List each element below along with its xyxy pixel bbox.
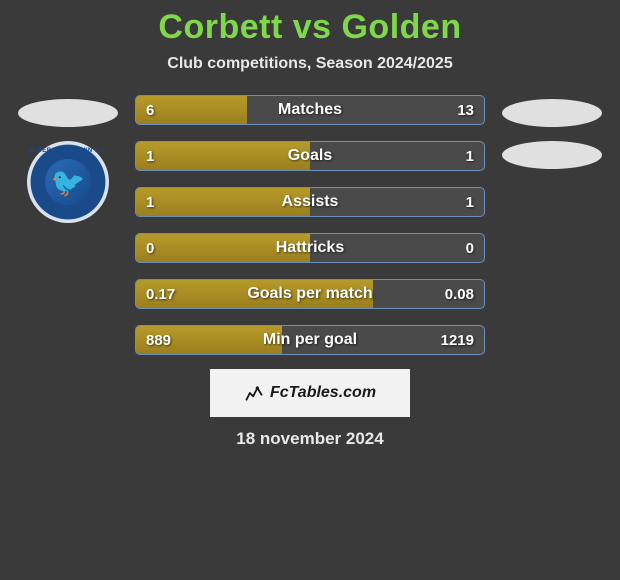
stat-value-right: 0 <box>466 234 474 262</box>
stat-value-left: 1 <box>146 142 154 170</box>
left-player-column: ALDERSHOT TOWN F.C. 🐦 THE SHOTS <box>13 95 123 355</box>
stat-value-right: 1 <box>466 188 474 216</box>
stats-bars: 6Matches13 1Goals1 1Assists1 0Hattricks0 0.1… <box>135 95 485 355</box>
page-title: Corbett vs Golden <box>158 8 461 47</box>
stat-value-left: 1 <box>146 188 154 216</box>
stat-bar-fill-left <box>136 188 310 216</box>
stat-bar-row: 1Goals1 <box>135 141 485 171</box>
right-player-column <box>497 95 607 355</box>
stat-value-left: 6 <box>146 96 154 124</box>
stat-bar-row: 0.17Goals per match0.08 <box>135 279 485 309</box>
stat-value-right: 13 <box>457 96 474 124</box>
club-crest-left: ALDERSHOT TOWN F.C. 🐦 THE SHOTS <box>27 141 109 223</box>
stat-bar-fill-left <box>136 142 310 170</box>
fctables-logo-icon <box>244 383 264 403</box>
comparison-card: Corbett vs Golden Club competitions, Sea… <box>0 0 620 449</box>
stat-value-right: 0.08 <box>445 280 474 308</box>
stat-value-left: 0 <box>146 234 154 262</box>
crest-emblem-icon: 🐦 <box>45 159 91 205</box>
stat-value-left: 889 <box>146 326 171 354</box>
player-placeholder-ellipse <box>502 99 602 127</box>
stat-bar-row: 1Assists1 <box>135 187 485 217</box>
club-placeholder-ellipse <box>502 141 602 169</box>
crest-text-bottom: THE SHOTS <box>49 211 88 217</box>
stat-value-right: 1219 <box>441 326 474 354</box>
watermark-text: FcTables.com <box>270 384 376 402</box>
crest-bird-icon: 🐦 <box>51 166 86 199</box>
stat-bar-row: 6Matches13 <box>135 95 485 125</box>
stat-bar-fill-left <box>136 234 310 262</box>
stat-bar-row: 0Hattricks0 <box>135 233 485 263</box>
stat-bar-row: 889Min per goal1219 <box>135 325 485 355</box>
watermark-badge: FcTables.com <box>210 369 410 417</box>
main-row: ALDERSHOT TOWN F.C. 🐦 THE SHOTS 6Matches… <box>0 95 620 355</box>
player-placeholder-ellipse <box>18 99 118 127</box>
stat-value-left: 0.17 <box>146 280 175 308</box>
page-subtitle: Club competitions, Season 2024/2025 <box>167 55 452 73</box>
stat-value-right: 1 <box>466 142 474 170</box>
crest-text-top: ALDERSHOT TOWN F.C. <box>28 148 107 154</box>
date-label: 18 november 2024 <box>236 429 383 449</box>
